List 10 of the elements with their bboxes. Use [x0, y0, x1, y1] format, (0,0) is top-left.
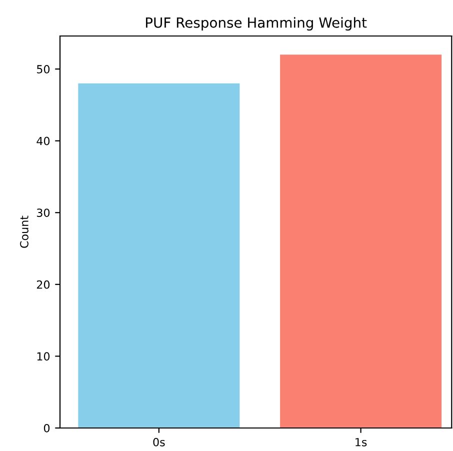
y-tick-label: 20 — [36, 280, 50, 289]
x-tick-label: 0s — [153, 438, 165, 446]
chart-title: PUF Response Hamming Weight — [146, 17, 367, 31]
y-tick-label: 40 — [36, 136, 50, 146]
y-tick-label: 0 — [44, 424, 50, 432]
y-axis-title: Count — [20, 216, 28, 248]
y-tick-label: 50 — [36, 65, 50, 74]
y-tick-label: 10 — [37, 352, 50, 361]
y-tick-label: 30 — [36, 208, 50, 217]
x-tick-label: 1s — [356, 438, 367, 446]
